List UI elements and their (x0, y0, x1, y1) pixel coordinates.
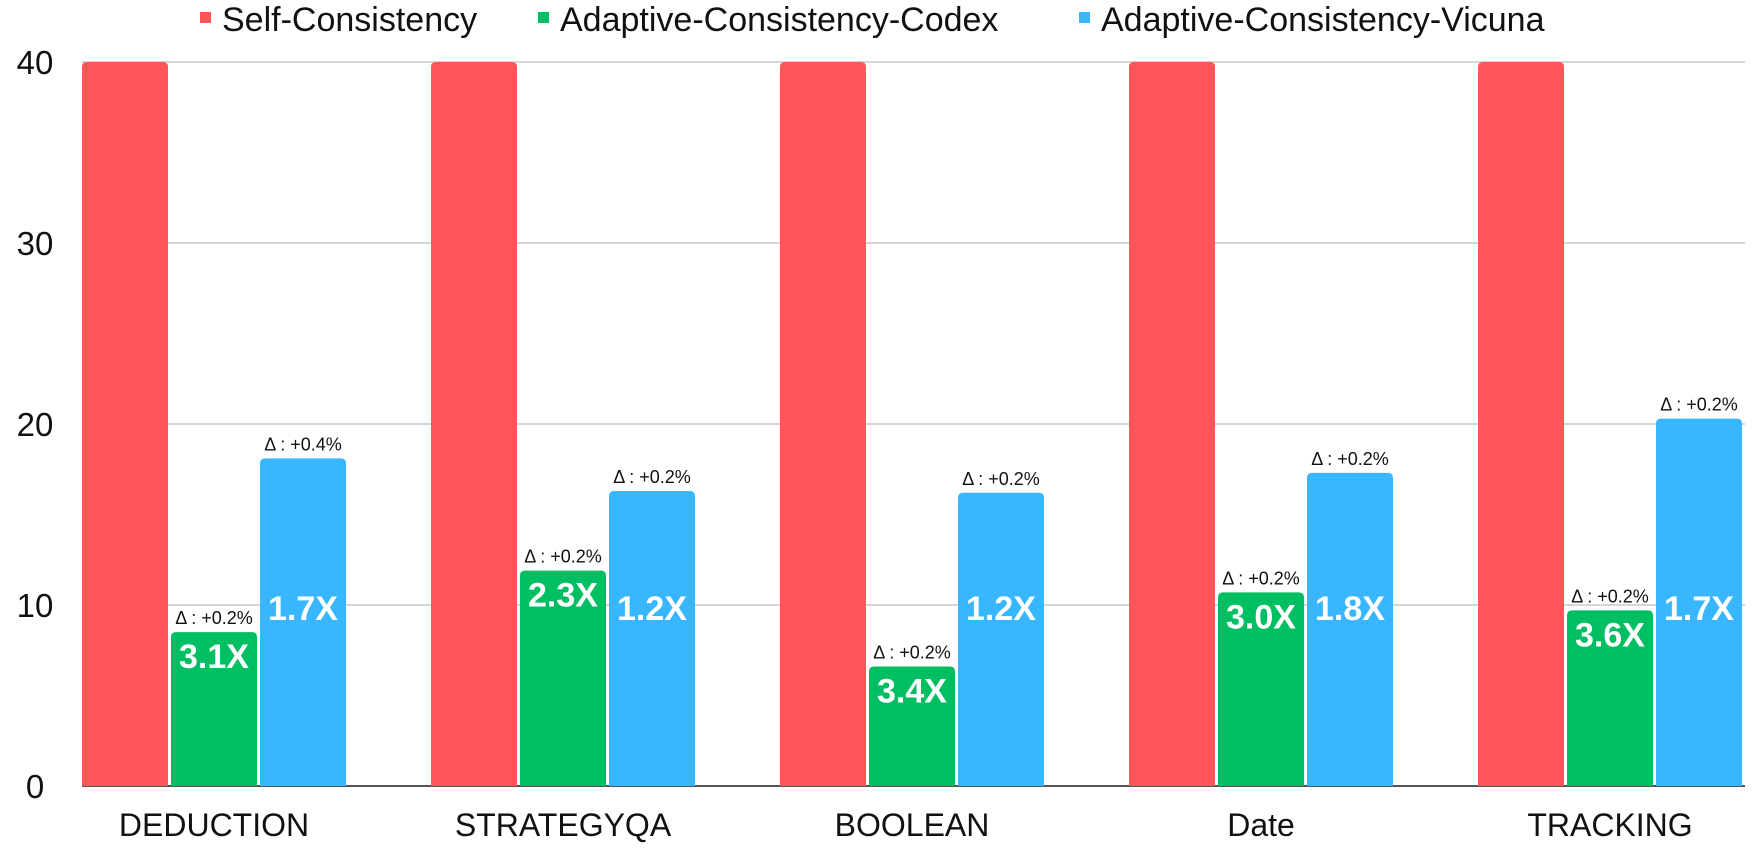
delta-label: Δ : +0.2% (1571, 586, 1649, 606)
speedup-label: 3.1X (179, 638, 249, 676)
bar-adaptive-consistency-vicuna-deduction (260, 458, 346, 786)
bar-adaptive-consistency-vicuna-date (1307, 472, 1393, 786)
x-category-label: TRACKING (1527, 807, 1692, 843)
y-tick-label: 30 (17, 225, 54, 262)
bar-adaptive-consistency-codex-tracking (1567, 610, 1653, 786)
speedup-label: 3.6X (1575, 616, 1645, 654)
speedup-label: 1.8X (1315, 590, 1385, 628)
legend-swatch (538, 12, 549, 23)
bar-adaptive-consistency-codex-deduction (171, 632, 257, 786)
delta-label: Δ : +0.2% (873, 643, 951, 663)
bar-self-consistency-deduction (82, 62, 168, 786)
bar-self-consistency-strategyqa (431, 62, 517, 786)
legend-label: Adaptive-Consistency-Vicuna (1101, 1, 1545, 39)
speedup-label: 3.4X (877, 673, 947, 711)
bar-adaptive-consistency-codex-date (1218, 592, 1304, 786)
x-category-label: Date (1227, 807, 1295, 843)
bar-adaptive-consistency-vicuna-boolean (958, 492, 1044, 786)
bar-adaptive-consistency-codex-boolean (869, 666, 955, 786)
delta-label: Δ : +0.2% (1222, 568, 1300, 588)
speedup-label: 3.0X (1226, 598, 1296, 636)
bar-adaptive-consistency-vicuna-strategyqa (609, 490, 695, 786)
bar-self-consistency-tracking (1478, 62, 1564, 786)
bar-adaptive-consistency-codex-strategyqa (520, 570, 606, 786)
delta-label: Δ : +0.2% (1311, 449, 1389, 469)
bar-self-consistency-date (1129, 62, 1215, 786)
bars (82, 62, 1742, 786)
bar-adaptive-consistency-vicuna-tracking (1656, 418, 1742, 786)
speedup-label: 1.2X (617, 590, 687, 628)
legend-swatch (200, 12, 211, 23)
y-tick-label: 0 (26, 768, 44, 805)
x-axis-categories: DEDUCTION STRATEGYQA BOOLEAN Date TRACKING (119, 807, 1693, 843)
legend-swatch (1079, 12, 1090, 23)
x-category-label: DEDUCTION (119, 807, 309, 843)
delta-label: Δ : +0.4% (264, 434, 342, 454)
y-tick-label: 40 (17, 44, 54, 81)
bar-labels: Δ : +0.2% 3.1X Δ : +0.4% 1.7X Δ : +0.2% 2.3X Δ… (175, 395, 1738, 711)
y-tick-label: 20 (17, 406, 54, 443)
delta-label: Δ : +0.2% (1660, 395, 1738, 415)
legend: Self-Consistency Adaptive-Consistency-Cod… (200, 1, 1545, 39)
y-axis-ticks: 0 10 20 30 40 (17, 44, 54, 805)
delta-label: Δ : +0.2% (962, 469, 1040, 489)
y-tick-label: 10 (17, 587, 54, 624)
speedup-label: 1.7X (268, 590, 338, 628)
speedup-label: 1.7X (1664, 590, 1734, 628)
bar-self-consistency-boolean (780, 62, 866, 786)
delta-label: Δ : +0.2% (613, 467, 691, 487)
x-category-label: STRATEGYQA (455, 807, 672, 843)
speedup-label: 2.3X (528, 577, 598, 615)
delta-label: Δ : +0.2% (524, 547, 602, 567)
x-category-label: BOOLEAN (835, 807, 990, 843)
legend-label: Self-Consistency (222, 1, 477, 39)
legend-label: Adaptive-Consistency-Codex (560, 1, 998, 39)
speedup-label: 1.2X (966, 590, 1036, 628)
delta-label: Δ : +0.2% (175, 608, 253, 628)
